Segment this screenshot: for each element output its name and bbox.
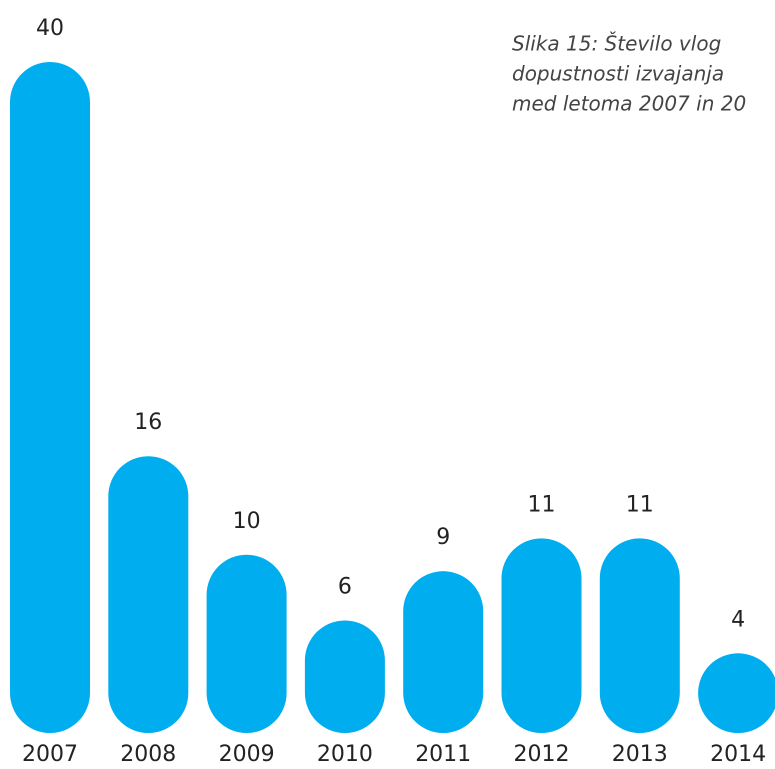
x-tick-label: 2009 (219, 742, 275, 767)
data-label: 16 (134, 410, 162, 435)
bar (304, 620, 385, 733)
bar (206, 554, 287, 733)
bar (698, 653, 775, 733)
x-tick-label: 2010 (317, 742, 373, 767)
bar (403, 571, 484, 733)
bar (501, 538, 582, 733)
x-tick-label: 2012 (514, 742, 570, 767)
data-label: 11 (626, 492, 654, 517)
bar (599, 538, 680, 733)
bar (108, 456, 189, 733)
chart-title: Slika 15: Število vlog (512, 32, 721, 56)
x-tick-label: 2008 (120, 742, 176, 767)
data-label: 9 (436, 525, 450, 550)
data-label: 10 (233, 509, 261, 534)
bar (10, 62, 90, 733)
data-label: 11 (528, 492, 556, 517)
x-tick-label: 2011 (415, 742, 471, 767)
chart-title: dopustnosti izvajanja (512, 62, 724, 86)
x-tick-label: 2007 (22, 742, 78, 767)
data-label: 4 (731, 607, 745, 632)
data-label: 40 (36, 16, 64, 41)
chart-title: med letoma 2007 in 20 (512, 92, 746, 116)
data-label: 6 (338, 574, 352, 599)
x-tick-label: 2013 (612, 742, 668, 767)
x-tick-label: 2014 (710, 742, 766, 767)
